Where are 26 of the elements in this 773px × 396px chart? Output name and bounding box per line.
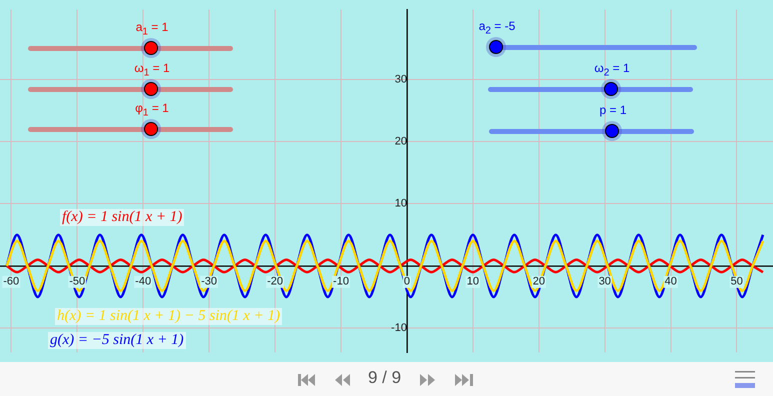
y-tick-label: 20 (394, 136, 407, 148)
annotation: p = 1 (599, 103, 627, 117)
y-tick-label: 30 (394, 73, 407, 86)
series-label: h(x) = 1 sin(1 x + 1) − 5 sin(1 x + 1) (55, 308, 282, 325)
x-tick-label: -10 (333, 275, 349, 288)
text: g(x) = −5 sin(1 x + 1) (48, 332, 186, 349)
annotation: ω$_{1}$ = 1 (134, 61, 170, 78)
x-tick-label: 30 (598, 275, 611, 288)
annotation: ω$_{2}$ = 1 (594, 61, 630, 78)
y-tick-label: -10 (391, 322, 407, 334)
text: 9 / 9 (368, 368, 402, 388)
annotation: φ$_{1}$ = 1 (135, 101, 169, 118)
annotation: a$_{1}$ = 1 (136, 20, 168, 38)
x-tick-label: -40 (135, 275, 152, 288)
x-tick-label: -20 (267, 275, 283, 288)
y-tick-label: 10 (394, 198, 407, 210)
x-tick-label: 20 (532, 275, 545, 288)
x-tick-label: -60 (3, 275, 20, 288)
x-tick-label: 0 (404, 275, 410, 288)
annotation: a$_{2}$ = -5 (478, 19, 516, 36)
x-tick-label: -50 (69, 275, 86, 288)
text: f(x) = 1 sin(1 x + 1) (60, 209, 184, 226)
x-tick-label: 50 (730, 275, 743, 288)
x-tick-label: -30 (201, 275, 218, 288)
x-tick-label: 10 (466, 275, 480, 288)
x-tick-label: 40 (664, 275, 677, 288)
